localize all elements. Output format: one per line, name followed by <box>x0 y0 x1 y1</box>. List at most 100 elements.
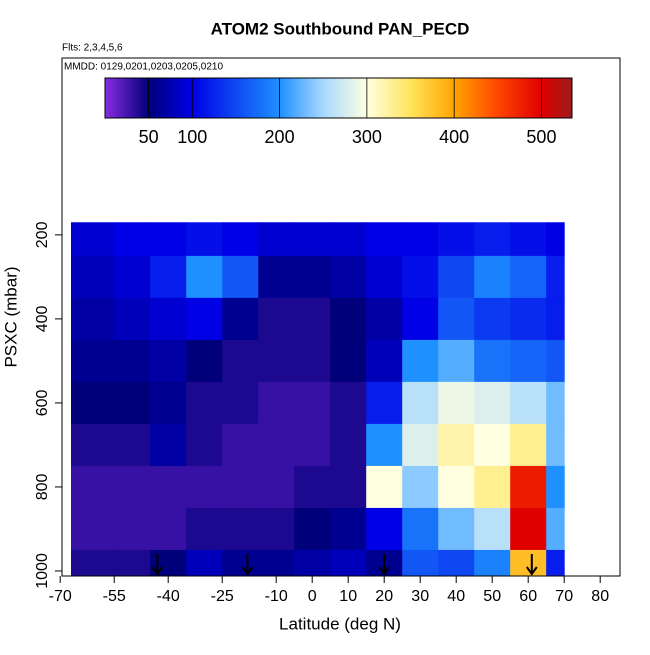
heat-cell <box>258 465 295 509</box>
x-tick-label: 60 <box>519 588 537 605</box>
heat-cell <box>438 222 475 257</box>
heat-cell <box>71 339 115 383</box>
marker-arrowhead <box>378 566 391 576</box>
marker-arrowhead <box>525 566 538 576</box>
heat-cell <box>114 549 151 577</box>
heat-cell <box>510 423 547 467</box>
heat-cell <box>294 423 331 467</box>
heat-cell <box>330 381 367 425</box>
heat-cell <box>546 507 565 551</box>
y-axis-label: PSXC (mbar) <box>1 266 20 367</box>
heat-cell <box>186 339 223 383</box>
heat-cell <box>114 381 151 425</box>
heat-cell <box>546 222 565 257</box>
heat-cell <box>114 297 151 341</box>
heat-cell <box>258 297 295 341</box>
heat-cell <box>438 423 475 467</box>
heat-cell <box>186 255 223 299</box>
heat-cell <box>186 423 223 467</box>
heat-cell <box>438 507 475 551</box>
heat-cell <box>222 465 259 509</box>
heat-cell <box>546 423 565 467</box>
y-tick-label: 400 <box>34 305 51 332</box>
heat-cell <box>474 465 511 509</box>
heat-cell <box>114 339 151 383</box>
heat-cell <box>294 222 331 257</box>
heat-cell <box>402 549 439 577</box>
heat-cell <box>186 381 223 425</box>
heat-cell <box>366 297 403 341</box>
heat-cell <box>546 339 565 383</box>
heat-cell <box>71 222 115 257</box>
heat-cell <box>150 465 187 509</box>
x-tick-label: 0 <box>308 588 317 605</box>
heat-cell <box>474 222 511 257</box>
heat-cell <box>222 255 259 299</box>
colorbar-tick-label: 300 <box>352 127 382 147</box>
colorbar-tick-label: 500 <box>526 127 556 147</box>
heat-cell <box>510 222 547 257</box>
heat-cell <box>366 423 403 467</box>
x-axis-label: Latitude (deg N) <box>279 614 401 633</box>
heat-cell <box>258 549 295 577</box>
heat-cell <box>294 255 331 299</box>
colorbar-tick-label: 100 <box>177 127 207 147</box>
heat-cell <box>330 222 367 257</box>
marker-arrowhead <box>151 566 164 576</box>
heat-cell <box>258 507 295 551</box>
heat-cell <box>71 507 115 551</box>
x-tick-label: 20 <box>375 588 393 605</box>
y-tick-label: 1000 <box>34 553 51 589</box>
heat-cell <box>150 507 187 551</box>
heat-cell <box>474 255 511 299</box>
plot-frame <box>61 57 621 577</box>
heat-cell <box>114 423 151 467</box>
heat-cell <box>222 339 259 383</box>
heat-cell <box>510 465 547 509</box>
heat-cell <box>71 465 115 509</box>
heat-cell <box>510 297 547 341</box>
heat-cell <box>114 465 151 509</box>
y-tick-label: 800 <box>34 473 51 500</box>
heat-cell <box>546 255 565 299</box>
heat-cell <box>402 339 439 383</box>
heat-cell <box>402 465 439 509</box>
heat-cell <box>546 381 565 425</box>
x-tick-label: 40 <box>447 588 465 605</box>
heat-cell <box>186 507 223 551</box>
x-tick-label: -70 <box>49 588 72 605</box>
heat-cell <box>330 549 367 577</box>
colorbar-tick-label: 50 <box>139 127 159 147</box>
heat-cell <box>294 549 331 577</box>
heat-cell <box>186 222 223 257</box>
heat-cell <box>402 222 439 257</box>
heat-cell <box>150 381 187 425</box>
y-tick-label: 200 <box>34 221 51 248</box>
x-tick-label: -40 <box>157 588 180 605</box>
heat-cell <box>294 381 331 425</box>
heat-cell <box>366 381 403 425</box>
heat-cell <box>366 255 403 299</box>
heat-cell <box>258 339 295 383</box>
heat-cell <box>222 297 259 341</box>
heat-cell <box>438 465 475 509</box>
heat-cell <box>510 549 547 577</box>
heat-cell <box>330 297 367 341</box>
marker-arrowhead <box>241 566 254 576</box>
heat-cell <box>438 339 475 383</box>
heat-cell <box>294 507 331 551</box>
heat-cell <box>402 507 439 551</box>
heat-cell <box>438 297 475 341</box>
heat-cell <box>114 507 151 551</box>
heat-cell <box>258 255 295 299</box>
colorbar <box>104 77 573 119</box>
heat-cell <box>546 549 565 577</box>
heat-cell <box>186 549 223 577</box>
colorbar-tick-label: 200 <box>265 127 295 147</box>
x-tick-label: -25 <box>211 588 234 605</box>
heat-cell <box>71 381 115 425</box>
heat-cell <box>366 222 403 257</box>
heat-cell <box>294 297 331 341</box>
heat-cell <box>150 339 187 383</box>
